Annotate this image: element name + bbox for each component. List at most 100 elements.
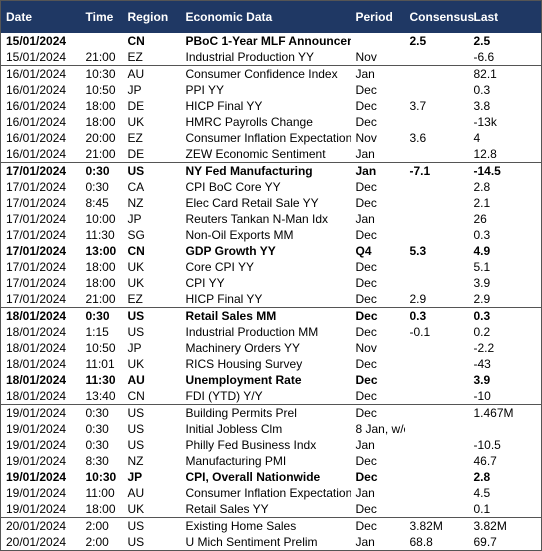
table-cell: 2:00	[80, 517, 123, 534]
table-cell: 16/01/2024	[0, 65, 81, 82]
table-cell: 17/01/2024	[6, 196, 67, 210]
table-cell: UK	[127, 357, 145, 371]
table-cell: 11:30	[85, 228, 115, 242]
table-cell: 18/01/2024	[0, 307, 81, 324]
table-row: 17/01/2024 0:30 CA CPI BoC Core YY Dec 2.8	[1, 179, 542, 195]
header-row: Date Time Region Economic Data Period Consens…	[0, 0, 542, 33]
table-cell: -10.5	[473, 438, 501, 452]
table-cell: Consumer Confidence Index	[180, 65, 351, 82]
table-cell: 18:00	[85, 502, 116, 516]
table-cell: 2.8	[473, 470, 491, 484]
table-cell: 10:00	[85, 212, 116, 226]
table-cell: 18/01/2024	[6, 357, 67, 371]
table-cell: Dec	[350, 517, 405, 534]
table-row: 18/01/2024 10:50 JP Machinery Orders YY Nov -…	[1, 340, 542, 356]
table-cell: RICS Housing Survey	[185, 357, 303, 371]
table-cell: Dec	[355, 292, 377, 306]
table-cell: 2.1	[473, 196, 491, 210]
table-row: 15/01/2024 21:00 EZ Industrial Production Y…	[1, 49, 542, 66]
table-cell: 20:00	[85, 131, 116, 145]
table-cell: 17/01/2024	[6, 228, 67, 242]
table-cell: -14.5	[468, 162, 542, 179]
table-cell: US	[127, 325, 145, 339]
table-cell: 15/01/2024	[6, 34, 67, 48]
empty-cell	[405, 356, 469, 372]
table-cell: 2.5	[473, 34, 491, 48]
table-cell: HICP Final YY	[185, 292, 263, 306]
table-cell: 3.9	[473, 276, 491, 290]
table-cell: NZ	[127, 454, 144, 468]
table-cell: 18/01/2024	[6, 341, 67, 355]
table-cell: Jan	[355, 212, 375, 226]
table-cell: Initial Jobless Clm	[185, 422, 283, 436]
table-row: 16/01/2024 20:00 EZ Consumer Inflation Expe…	[1, 130, 542, 146]
table-cell: 0.2	[473, 325, 491, 339]
table-cell: 16/01/2024	[6, 131, 67, 145]
table-row: 19/01/2024 0:30 US Philly Fed Business Indx…	[1, 437, 542, 453]
table-cell: Philly Fed Business Indx	[185, 438, 317, 452]
empty-cell	[405, 195, 469, 211]
table-cell: Dec	[355, 228, 377, 242]
table-cell: PBoC 1-Year MLF Announcement	[185, 34, 351, 48]
header-cell: Region	[122, 0, 181, 33]
table-cell: GDP Growth YY	[185, 244, 276, 258]
table-cell: 18/01/2024	[6, 389, 67, 403]
empty-cell	[405, 227, 469, 243]
table-cell: Retail Sales YY	[185, 502, 269, 516]
table-cell: Industrial Production YY	[185, 50, 315, 64]
table-cell: CPI BoC Core YY	[185, 180, 281, 194]
table-cell: 0.3	[404, 307, 469, 324]
table-cell: UK	[127, 276, 145, 290]
table-cell: 13:40	[85, 389, 116, 403]
table-row: 16/01/2024 10:50 JP PPI YY Dec 0.3	[1, 82, 542, 98]
table-cell: AU	[122, 65, 181, 82]
table-cell: Dec	[355, 180, 377, 194]
empty-cell	[405, 437, 469, 453]
table-cell: Dec	[355, 260, 377, 274]
table-cell: 18:00	[85, 99, 116, 113]
table-cell: US	[122, 517, 181, 534]
table-cell: 18:00	[85, 115, 116, 129]
table-cell: CN	[127, 34, 145, 48]
empty-cell	[405, 372, 469, 388]
table-cell: 0:30	[85, 438, 109, 452]
table-cell: HICP Final YY	[185, 99, 263, 113]
table-row: 19/01/2024 8:30 NZ Manufacturing PMI Dec 46.7	[1, 453, 542, 469]
table-cell: CPI YY	[185, 276, 225, 290]
table-cell: 8 Jan, w/e	[355, 422, 405, 436]
table-cell: 19/01/2024	[0, 404, 81, 421]
table-row: 18/01/2024 1:15 US Industrial Production MM…	[1, 324, 542, 340]
table-cell: 3.9	[473, 373, 491, 387]
table-cell: Jan	[355, 438, 375, 452]
table-cell: 0.3	[473, 83, 491, 97]
table-cell: 19/01/2024	[6, 470, 67, 484]
table-cell: US	[122, 162, 181, 179]
table-cell: 11:01	[85, 357, 115, 371]
table-body: 15/01/2024 CN PBoC 1-Year MLF Announcement…	[0, 33, 542, 551]
table-row: 16/01/2024 10:30 AU Consumer Confidence Ind…	[0, 65, 542, 82]
table-cell: 3.82M	[404, 517, 469, 534]
table-row: 17/01/2024 8:45 NZ Elec Card Retail Sale YY…	[1, 195, 542, 211]
table-cell: 10:30	[80, 65, 123, 82]
table-cell: DE	[127, 99, 145, 113]
table-cell: Dec	[355, 99, 377, 113]
table-cell: 1:15	[85, 325, 109, 339]
table-cell: 17/01/2024	[6, 292, 67, 306]
table-cell: Dec	[355, 357, 377, 371]
table-cell: 19/01/2024	[6, 422, 67, 436]
table-cell: 4.5	[473, 486, 491, 500]
table-cell: Building Permits Prel	[180, 404, 351, 421]
table-cell: CA	[127, 180, 145, 194]
table-cell: 0:30	[80, 404, 123, 421]
table-cell: EZ	[127, 131, 143, 145]
table-cell: 3.8	[473, 99, 491, 113]
table-cell: US	[127, 422, 145, 436]
table-row: 17/01/2024 10:00 JP Reuters Tankan N-Man Id…	[1, 211, 542, 227]
table-cell: Consumer Inflation Expectation:	[185, 131, 351, 145]
table-cell: 0.3	[468, 307, 542, 324]
table-cell: Nov	[355, 341, 377, 355]
table-cell: 0:30	[80, 307, 123, 324]
table-cell: 8:45	[85, 196, 109, 210]
table-cell: JP	[127, 341, 142, 355]
table-cell: 17/01/2024	[6, 212, 67, 226]
